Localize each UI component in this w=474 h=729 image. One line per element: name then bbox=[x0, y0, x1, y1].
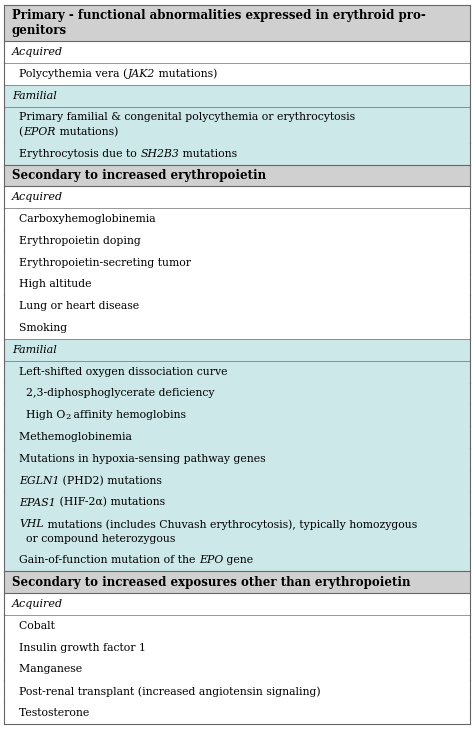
Text: genitors: genitors bbox=[12, 24, 67, 36]
Bar bbox=[4, 491, 470, 513]
Bar bbox=[4, 702, 470, 724]
Bar bbox=[4, 405, 470, 426]
Bar bbox=[4, 615, 470, 637]
Bar bbox=[4, 41, 470, 63]
Text: Testosterone: Testosterone bbox=[12, 708, 89, 718]
Text: Primary - functional abnormalities expressed in erythroid pro-: Primary - functional abnormalities expre… bbox=[12, 9, 426, 23]
Text: High altitude: High altitude bbox=[12, 279, 91, 289]
Bar bbox=[4, 448, 470, 469]
Text: Erythrocytosis due to: Erythrocytosis due to bbox=[12, 149, 140, 159]
Bar bbox=[4, 230, 470, 252]
Text: SH2B3: SH2B3 bbox=[140, 149, 179, 159]
Text: Familial: Familial bbox=[12, 345, 57, 355]
Bar bbox=[4, 165, 470, 187]
Text: Lung or heart disease: Lung or heart disease bbox=[12, 301, 139, 311]
Text: (HIF-2α) mutations: (HIF-2α) mutations bbox=[55, 497, 165, 507]
Text: mutations: mutations bbox=[179, 149, 237, 159]
Bar bbox=[4, 593, 470, 615]
Text: 2,3-diphosphoglycerate deficiency: 2,3-diphosphoglycerate deficiency bbox=[12, 389, 215, 399]
Text: Primary familial & congenital polycythemia or erythrocytosis: Primary familial & congenital polycythem… bbox=[12, 112, 355, 122]
Text: Insulin growth factor 1: Insulin growth factor 1 bbox=[12, 643, 146, 652]
Text: Familial: Familial bbox=[12, 90, 57, 101]
Text: mutations): mutations) bbox=[155, 69, 217, 79]
Bar bbox=[4, 572, 470, 593]
Text: (PHD2) mutations: (PHD2) mutations bbox=[59, 475, 162, 486]
Bar bbox=[4, 680, 470, 702]
Text: High O: High O bbox=[12, 410, 65, 421]
Text: Manganese: Manganese bbox=[12, 665, 82, 674]
Text: EPOR: EPOR bbox=[23, 127, 56, 137]
Bar bbox=[4, 85, 470, 106]
Bar bbox=[4, 383, 470, 405]
Text: Gain-of-function mutation of the: Gain-of-function mutation of the bbox=[12, 555, 199, 566]
Bar bbox=[4, 637, 470, 658]
Text: EPAS1: EPAS1 bbox=[19, 497, 55, 507]
Bar bbox=[4, 187, 470, 208]
Bar bbox=[4, 550, 470, 572]
Bar bbox=[4, 361, 470, 383]
Bar bbox=[4, 469, 470, 491]
Text: Carboxyhemoglobinemia: Carboxyhemoglobinemia bbox=[12, 214, 155, 224]
Text: Left-shifted oxygen dissociation curve: Left-shifted oxygen dissociation curve bbox=[12, 367, 228, 377]
Text: Methemoglobinemia: Methemoglobinemia bbox=[12, 432, 132, 442]
Text: EGLN1: EGLN1 bbox=[19, 476, 59, 486]
Text: affinity hemoglobins: affinity hemoglobins bbox=[70, 410, 186, 421]
Bar bbox=[4, 5, 470, 41]
Text: Acquired: Acquired bbox=[12, 47, 63, 57]
Bar bbox=[4, 426, 470, 448]
Text: Erythropoietin-secreting tumor: Erythropoietin-secreting tumor bbox=[12, 257, 191, 268]
Text: gene: gene bbox=[223, 555, 253, 566]
Bar bbox=[4, 106, 470, 143]
Text: or compound heterozygous: or compound heterozygous bbox=[12, 534, 175, 544]
Text: Smoking: Smoking bbox=[12, 323, 67, 333]
Bar bbox=[4, 339, 470, 361]
Text: Cobalt: Cobalt bbox=[12, 621, 55, 631]
Text: 2: 2 bbox=[65, 413, 71, 421]
Bar bbox=[4, 252, 470, 273]
Bar bbox=[4, 317, 470, 339]
Bar bbox=[4, 513, 470, 550]
Text: (: ( bbox=[12, 127, 23, 137]
Bar bbox=[4, 208, 470, 230]
Bar bbox=[4, 273, 470, 295]
Bar bbox=[4, 295, 470, 317]
Text: EPO: EPO bbox=[199, 555, 223, 566]
Text: mutations (includes Chuvash erythrocytosis), typically homozygous: mutations (includes Chuvash erythrocytos… bbox=[44, 519, 417, 529]
Text: Polycythemia vera (: Polycythemia vera ( bbox=[12, 69, 128, 79]
Text: Secondary to increased erythropoietin: Secondary to increased erythropoietin bbox=[12, 169, 266, 182]
Text: Acquired: Acquired bbox=[12, 192, 63, 202]
Text: Acquired: Acquired bbox=[12, 599, 63, 609]
Bar bbox=[4, 63, 470, 85]
Text: Post-renal transplant (increased angiotensin signaling): Post-renal transplant (increased angiote… bbox=[12, 686, 320, 697]
Text: mutations): mutations) bbox=[56, 127, 118, 137]
Text: VHL: VHL bbox=[19, 519, 44, 529]
Text: Erythropoietin doping: Erythropoietin doping bbox=[12, 236, 141, 246]
Bar bbox=[4, 143, 470, 165]
Text: Secondary to increased exposures other than erythropoietin: Secondary to increased exposures other t… bbox=[12, 576, 410, 589]
Text: Mutations in hypoxia-sensing pathway genes: Mutations in hypoxia-sensing pathway gen… bbox=[12, 454, 265, 464]
Bar bbox=[4, 658, 470, 680]
Text: JAK2: JAK2 bbox=[128, 69, 155, 79]
